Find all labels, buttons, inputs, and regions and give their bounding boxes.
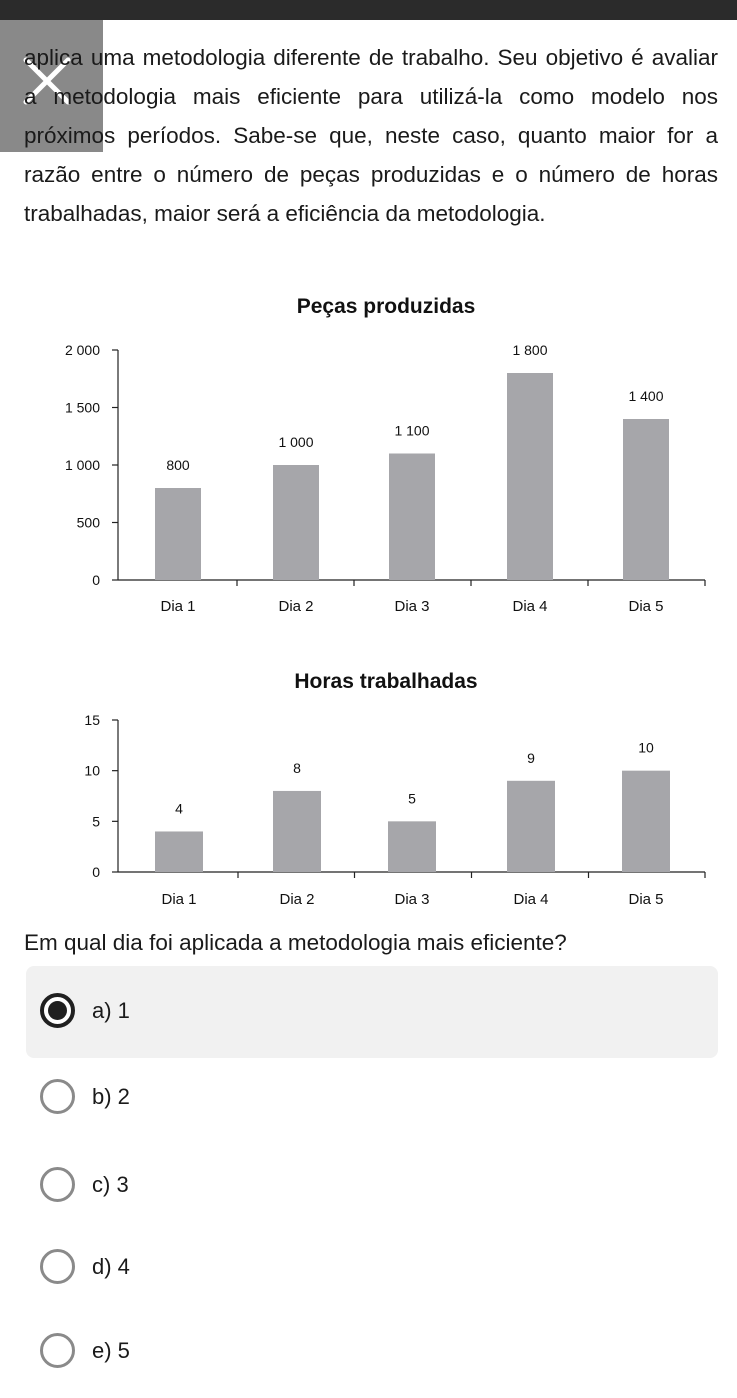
- y-tick-label: 10: [84, 763, 100, 779]
- bar: [155, 831, 203, 872]
- category-label: Dia 1: [160, 598, 195, 615]
- chart-title: Horas trabalhadas: [294, 670, 477, 693]
- y-tick-label: 1 000: [65, 457, 100, 473]
- bar: [622, 770, 670, 872]
- answer-option-label: b) 2: [92, 1084, 130, 1109]
- chart-title: Peças produzidas: [297, 295, 476, 318]
- chart-pecas-produzidas: Peças produzidas 0 500 1 000 1 500 2 000 800 Di…: [65, 295, 706, 615]
- answer-option-5[interactable]: e) 5: [26, 1306, 718, 1398]
- answer-option-label: d) 4: [92, 1254, 130, 1279]
- data-label: 9: [527, 750, 535, 766]
- answer-option-2[interactable]: b) 2: [26, 1052, 718, 1144]
- category-label: Dia 4: [512, 598, 547, 615]
- y-tick-label: 1 500: [65, 400, 100, 416]
- data-label: 1 000: [278, 434, 313, 450]
- data-label: 10: [638, 740, 654, 756]
- category-label: Dia 4: [513, 891, 548, 908]
- category-label: Dia 2: [278, 598, 313, 615]
- bar: [389, 453, 435, 580]
- y-tick-label: 500: [77, 515, 101, 531]
- radio-icon[interactable]: [40, 1333, 75, 1368]
- bar: [155, 488, 201, 580]
- bar: [507, 780, 555, 872]
- radio-icon[interactable]: [40, 1249, 75, 1284]
- radio-icon[interactable]: [40, 1167, 75, 1202]
- data-label: 1 100: [394, 423, 429, 439]
- y-tick-label: 2 000: [65, 342, 100, 358]
- y-tick-label: 0: [92, 572, 100, 588]
- data-label: 4: [175, 800, 183, 816]
- radio-icon[interactable]: [40, 1079, 75, 1114]
- top-strip: [0, 0, 737, 20]
- answer-option-1[interactable]: a) 1: [26, 966, 718, 1058]
- y-tick-label: 5: [92, 813, 100, 829]
- data-label: 8: [293, 760, 301, 776]
- data-label: 1 800: [512, 342, 547, 358]
- answer-option-3[interactable]: c) 3: [26, 1140, 718, 1232]
- data-label: 1 400: [628, 388, 663, 404]
- chart-horas-trabalhadas: Horas trabalhadas 0 5 10 15 4 Dia 1 8 Dia 2 5 Dia …: [84, 670, 706, 908]
- answer-option-4[interactable]: d) 4: [26, 1222, 718, 1314]
- bar: [507, 373, 553, 580]
- bar: [388, 821, 436, 872]
- answer-option-label: c) 3: [92, 1172, 129, 1197]
- category-label: Dia 1: [161, 891, 196, 908]
- bar: [273, 465, 319, 580]
- close-button[interactable]: [18, 52, 76, 110]
- data-label: 5: [408, 790, 416, 806]
- close-icon: [23, 57, 71, 105]
- data-label: 800: [166, 457, 190, 473]
- question-text: aplica uma metodologia diferente de trab…: [24, 45, 718, 226]
- answer-option-label: a) 1: [92, 998, 130, 1023]
- category-label: Dia 5: [628, 598, 663, 615]
- bar: [273, 790, 321, 872]
- category-label: Dia 5: [628, 891, 663, 908]
- category-label: Dia 3: [394, 891, 429, 908]
- radio-icon[interactable]: [40, 993, 75, 1028]
- category-label: Dia 2: [279, 891, 314, 908]
- y-tick-label: 15: [84, 712, 100, 728]
- category-label: Dia 3: [394, 598, 429, 615]
- prompt-text: Em qual dia foi aplicada a metodologia m…: [24, 930, 567, 955]
- y-tick-label: 0: [92, 864, 100, 880]
- bar: [623, 419, 669, 580]
- answer-option-label: e) 5: [92, 1338, 130, 1363]
